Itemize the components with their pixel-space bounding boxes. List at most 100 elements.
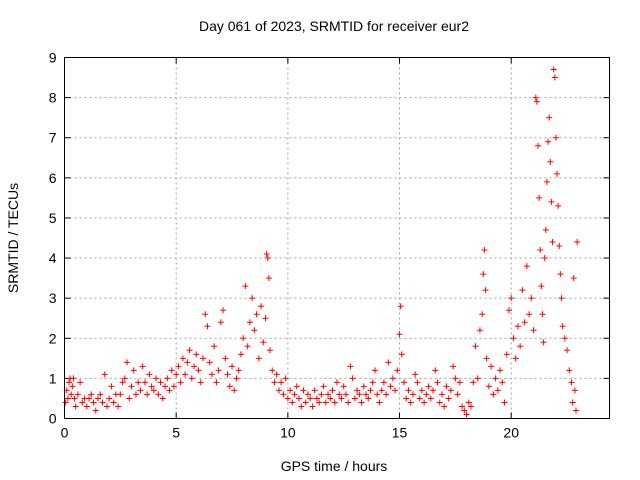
- grid-lines: [64, 57, 610, 419]
- data-point: [264, 255, 271, 262]
- y-tick-label: 1: [49, 370, 57, 386]
- data-point: [193, 351, 200, 358]
- data-point: [423, 391, 430, 398]
- y-tick-label: 2: [49, 330, 57, 346]
- data-point: [480, 271, 487, 278]
- data-point: [369, 379, 376, 386]
- data-point: [273, 371, 280, 378]
- data-point: [538, 283, 545, 290]
- data-point: [240, 335, 247, 342]
- data-point: [465, 399, 472, 406]
- data-point: [436, 399, 443, 406]
- data-point: [215, 367, 222, 374]
- data-point: [492, 375, 499, 382]
- data-point: [155, 391, 162, 398]
- data-point: [287, 387, 294, 394]
- data-point: [186, 347, 193, 354]
- data-point: [269, 367, 276, 374]
- data-point: [356, 391, 363, 398]
- data-point: [62, 399, 69, 406]
- data-point: [119, 379, 126, 386]
- data-point: [231, 387, 238, 394]
- data-point: [528, 295, 535, 302]
- data-point: [463, 411, 470, 418]
- data-point: [263, 251, 270, 258]
- data-point: [354, 387, 361, 394]
- data-point: [175, 363, 182, 370]
- data-point: [447, 387, 454, 394]
- y-tick-label: 4: [49, 250, 57, 266]
- data-point: [535, 142, 542, 149]
- data-point: [99, 399, 106, 406]
- data-point: [334, 379, 340, 386]
- x-tick-label: 10: [280, 425, 296, 441]
- data-point: [407, 399, 414, 406]
- data-point: [542, 226, 549, 233]
- data-point: [385, 359, 392, 366]
- data-point: [162, 383, 169, 390]
- data-point: [501, 399, 508, 406]
- data-point: [552, 134, 559, 141]
- data-point: [293, 383, 300, 390]
- data-point: [144, 391, 151, 398]
- data-point: [311, 387, 318, 394]
- data-point: [550, 66, 557, 73]
- data-point: [298, 403, 305, 410]
- y-axis-label: SRMTID / TECUs: [5, 183, 21, 293]
- data-point: [229, 363, 236, 370]
- data-point: [347, 363, 354, 370]
- data-point: [168, 367, 175, 374]
- data-point: [336, 391, 343, 398]
- data-point: [79, 399, 86, 406]
- data-point: [115, 403, 122, 410]
- data-point: [304, 391, 311, 398]
- data-point: [338, 395, 345, 402]
- data-point: [153, 375, 160, 382]
- data-point: [135, 379, 142, 386]
- data-point: [530, 327, 537, 334]
- data-point: [195, 367, 202, 374]
- data-point: [483, 355, 490, 362]
- data-point: [322, 399, 329, 406]
- data-point: [340, 383, 347, 390]
- data-point: [128, 383, 135, 390]
- data-point: [561, 335, 568, 342]
- x-tick-label: 15: [392, 425, 408, 441]
- data-point: [358, 399, 365, 406]
- data-point: [101, 371, 108, 378]
- data-point: [217, 319, 224, 326]
- data-point: [452, 375, 459, 382]
- data-point: [126, 395, 133, 402]
- data-point: [430, 387, 437, 394]
- data-point: [64, 395, 71, 402]
- data-point: [68, 391, 75, 398]
- data-point: [532, 94, 539, 101]
- data-point: [376, 399, 383, 406]
- data-point: [92, 407, 99, 414]
- data-point: [282, 375, 289, 382]
- data-point: [371, 367, 378, 374]
- data-point: [479, 311, 486, 318]
- data-point: [137, 387, 144, 394]
- data-point: [103, 403, 110, 410]
- data-point: [443, 383, 450, 390]
- data-point: [242, 283, 249, 290]
- data-point: [237, 351, 244, 358]
- data-point: [139, 363, 146, 370]
- data-point: [88, 391, 95, 398]
- x-tick-label: 5: [172, 425, 180, 441]
- data-point: [421, 399, 428, 406]
- data-point: [117, 391, 124, 398]
- data-point: [280, 391, 287, 398]
- data-point: [574, 239, 581, 246]
- data-point: [302, 399, 309, 406]
- data-point: [275, 387, 282, 394]
- data-point: [83, 403, 90, 410]
- data-point: [177, 379, 184, 386]
- data-point: [148, 383, 155, 390]
- data-point: [235, 367, 242, 374]
- data-point: [173, 371, 180, 378]
- plot-frame: [64, 57, 610, 419]
- data-point: [537, 247, 544, 254]
- data-point: [226, 383, 233, 390]
